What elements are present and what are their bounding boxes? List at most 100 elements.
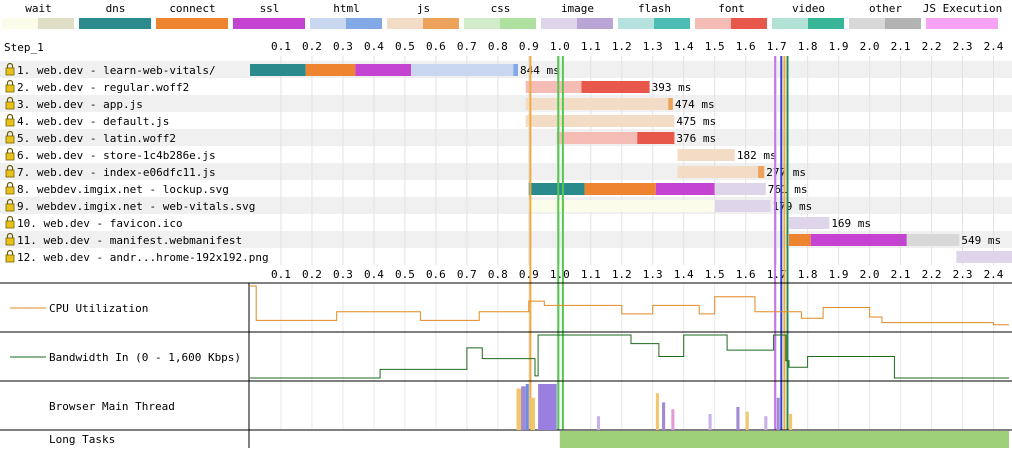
tick-label: 2.3	[953, 40, 973, 53]
lock-icon	[5, 198, 15, 212]
tick-label: 0.4	[364, 268, 384, 281]
tick-label: 0.6	[426, 40, 446, 53]
timing-segment	[668, 98, 673, 110]
tick-label: 0.5	[395, 40, 415, 53]
long-task-bar	[559, 431, 1009, 448]
request-row[interactable]: 6. web.dev - store-1c4b286e.js 182 ms	[5, 147, 777, 163]
legend-label: other	[869, 2, 902, 15]
request-row[interactable]: 5. web.dev - latin.woff2 376 ms	[5, 130, 716, 146]
legend-swatch	[423, 18, 459, 29]
timing-segment	[525, 115, 675, 127]
lock-shackle	[6, 181, 14, 187]
request-duration: 277 ms	[766, 166, 806, 179]
request-row[interactable]: 3. web.dev - app.js 474 ms	[5, 96, 715, 112]
tick-label: 1.4	[674, 268, 694, 281]
lock-shackle	[6, 147, 14, 153]
timing-segment	[513, 64, 518, 76]
request-label: 7. web.dev - index-e06dfc11.js	[17, 166, 216, 179]
request-row[interactable]: 9. webdev.imgix.net - web-vitals.svg 179 …	[5, 198, 812, 214]
timing-segment	[956, 251, 1012, 263]
main-thread-activity	[516, 384, 793, 430]
request-label: 6. web.dev - store-1c4b286e.js	[17, 149, 216, 162]
tick-label: 0.2	[302, 268, 322, 281]
timing-segment	[556, 132, 638, 144]
legend-label: dns	[106, 2, 126, 15]
thread-activity-bar	[521, 386, 526, 430]
lock-icon	[5, 147, 15, 161]
lock-body	[5, 254, 15, 263]
timing-segment	[525, 98, 669, 110]
timing-segment	[411, 64, 514, 76]
tick-label: 0.9	[519, 40, 539, 53]
timing-segment	[906, 234, 960, 246]
timing-segment	[714, 183, 766, 195]
thread-activity-bar	[662, 402, 666, 430]
bandwidth-series	[250, 334, 1009, 379]
tick-label: 1.5	[705, 40, 725, 53]
request-duration: 182 ms	[737, 149, 777, 162]
legend-label: flash	[638, 2, 671, 15]
request-row[interactable]: 8. webdev.imgix.net - lockup.svg 761 ms	[5, 181, 808, 197]
request-duration: 179 ms	[772, 200, 812, 213]
legend-label: video	[792, 2, 825, 15]
thread-activity-bar	[655, 393, 659, 430]
legend-swatch	[541, 18, 577, 29]
lock-body	[5, 101, 15, 110]
tick-label: 0.6	[426, 268, 446, 281]
tick-label: 1.9	[829, 268, 849, 281]
lock-shackle	[6, 96, 14, 102]
legend-label: ssl	[260, 2, 280, 15]
tick-label: 0.8	[488, 40, 508, 53]
tick-label: 0.1	[271, 268, 291, 281]
request-row[interactable]: 11. web.dev - manifest.webmanifest 549 ms	[5, 232, 1001, 248]
request-label: 12. web.dev - andr...hrome-192x192.png	[17, 251, 269, 264]
tick-label: 1.0	[550, 40, 570, 53]
legend-label: html	[333, 2, 360, 15]
request-duration: 475 ms	[676, 115, 716, 128]
legend-label: wait	[25, 2, 52, 15]
request-label: 8. webdev.imgix.net - lockup.svg	[17, 183, 229, 196]
timing-segment	[581, 81, 650, 93]
request-duration: 474 ms	[675, 98, 715, 111]
thread-activity-bar	[671, 409, 675, 430]
tick-label: 2.2	[922, 268, 942, 281]
legend-label: connect	[169, 2, 215, 15]
timing-segment	[810, 234, 907, 246]
lock-body	[5, 67, 15, 76]
request-row[interactable]: 12. web.dev - andr...hrome-192x192.png17…	[5, 249, 1012, 264]
request-label: 1. web.dev - learn-web-vitals/	[17, 64, 216, 77]
timing-segment	[528, 183, 585, 195]
step-label: Step_1	[4, 41, 44, 54]
legend-swatch	[849, 18, 885, 29]
legend-swatch	[387, 18, 423, 29]
legend: wait dns connect ssl html js css image flash font…	[2, 2, 1002, 29]
lock-shackle	[6, 113, 14, 119]
legend-swatch	[772, 18, 808, 29]
thread-activity-bar	[789, 413, 793, 430]
main-thread-label: Browser Main Thread	[49, 400, 175, 413]
request-label: 11. web.dev - manifest.webmanifest	[17, 234, 242, 247]
thread-activity-bar	[530, 397, 536, 430]
legend-swatch	[38, 18, 74, 29]
tick-label: 1.7	[767, 40, 787, 53]
lock-icon	[5, 249, 15, 263]
request-row[interactable]: 1. web.dev - learn-web-vitals/844 ms	[5, 62, 560, 78]
request-row[interactable]: 10. web.dev - favicon.ico 169 ms	[5, 215, 871, 231]
request-row[interactable]: 7. web.dev - index-e06dfc11.js 277 ms	[5, 164, 806, 179]
request-label: 5. web.dev - latin.woff2	[17, 132, 176, 145]
request-row[interactable]: 2. web.dev - regular.woff2 393 ms	[5, 79, 691, 95]
tick-label: 0.5	[395, 268, 415, 281]
lock-shackle	[6, 62, 14, 68]
legend-swatch	[464, 18, 500, 29]
tick-label: 2.1	[891, 40, 911, 53]
lock-icon	[5, 181, 15, 195]
timing-markers	[529, 56, 789, 430]
thread-activity-bar	[538, 384, 557, 430]
request-row[interactable]: 4. web.dev - default.js 475 ms	[5, 113, 716, 129]
metric-panels	[0, 282, 1012, 448]
tick-label: 0.8	[488, 268, 508, 281]
legend-swatch	[2, 18, 38, 29]
tick-label: 2.3	[953, 268, 973, 281]
lock-icon	[5, 215, 15, 229]
